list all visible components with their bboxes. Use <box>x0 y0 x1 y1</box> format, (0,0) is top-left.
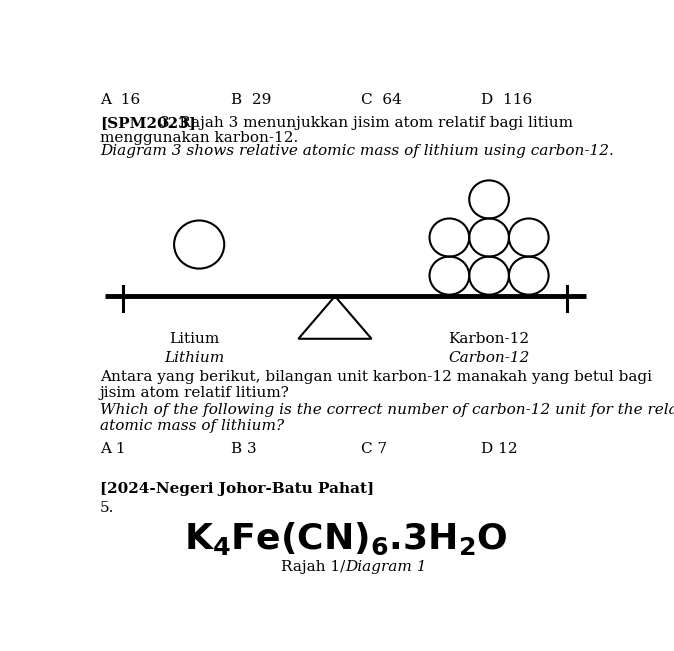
Text: 3. Rajah 3 menunjukkan jisim atom relatif bagi litium: 3. Rajah 3 menunjukkan jisim atom relati… <box>160 116 573 130</box>
Text: Litium: Litium <box>168 332 219 346</box>
Text: D  116: D 116 <box>481 93 532 107</box>
Text: B 3: B 3 <box>231 441 256 456</box>
Text: [SPM2023]: [SPM2023] <box>100 116 195 130</box>
Text: A 1: A 1 <box>100 441 125 456</box>
Text: menggunakan karbon-12.: menggunakan karbon-12. <box>100 131 298 145</box>
Text: C 7: C 7 <box>361 441 388 456</box>
Text: Which of the following is the correct number of carbon-12 unit for the relative: Which of the following is the correct nu… <box>100 403 674 417</box>
Text: Carbon-12: Carbon-12 <box>448 352 530 365</box>
Text: D 12: D 12 <box>481 441 518 456</box>
Text: Diagram 3 shows relative atomic mass of lithium using carbon-12.: Diagram 3 shows relative atomic mass of … <box>100 145 614 158</box>
Text: B  29: B 29 <box>231 93 271 107</box>
Text: atomic mass of lithium?: atomic mass of lithium? <box>100 419 284 434</box>
Text: 5.: 5. <box>100 501 115 515</box>
Text: A  16: A 16 <box>100 93 140 107</box>
Text: Lithium: Lithium <box>164 352 224 365</box>
Text: $\mathbf{K_4Fe(CN)_6.3H_2O}$: $\mathbf{K_4Fe(CN)_6.3H_2O}$ <box>183 520 508 557</box>
Text: Antara yang berikut, bilangan unit karbon-12 manakah yang betul bagi: Antara yang berikut, bilangan unit karbo… <box>100 370 652 384</box>
Text: jisim atom relatif litium?: jisim atom relatif litium? <box>100 387 290 400</box>
Text: Rajah 1/: Rajah 1/ <box>281 561 346 574</box>
Text: [2024-Negeri Johor-Batu Pahat]: [2024-Negeri Johor-Batu Pahat] <box>100 482 374 495</box>
Text: Karbon-12: Karbon-12 <box>448 332 530 346</box>
Text: C  64: C 64 <box>361 93 402 107</box>
Text: Diagram 1: Diagram 1 <box>346 561 427 574</box>
